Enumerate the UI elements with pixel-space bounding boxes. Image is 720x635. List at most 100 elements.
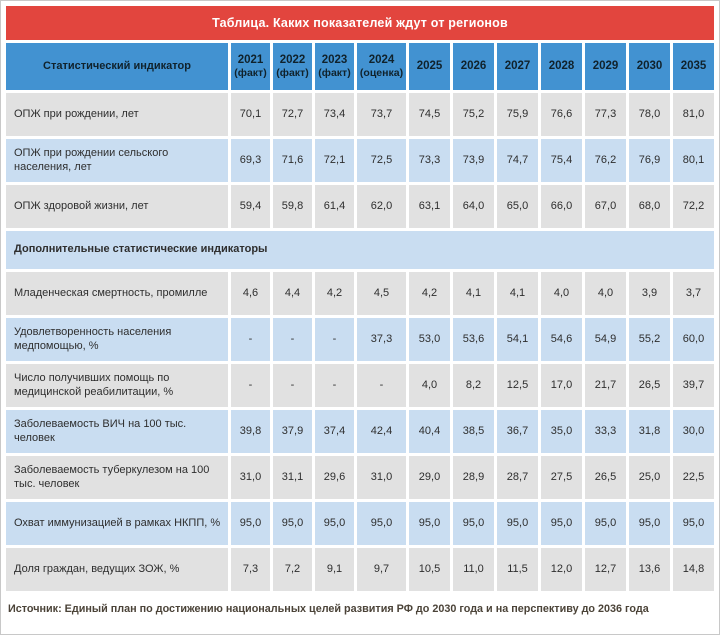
- cell-2028: 12,0: [541, 548, 582, 591]
- table-row: Число получивших помощь по медицинской р…: [6, 364, 714, 407]
- cell-2035: 3,7: [673, 272, 714, 315]
- cell-2028: 35,0: [541, 410, 582, 453]
- cell-2029: 54,9: [585, 318, 626, 361]
- cell-2024: 73,7: [357, 93, 406, 136]
- cell-2024: 9,7: [357, 548, 406, 591]
- cell-2022: 37,9: [273, 410, 312, 453]
- row-label: Заболеваемость туберкулезом на 100 тыс. …: [6, 456, 228, 499]
- cell-2026: 8,2: [453, 364, 494, 407]
- cell-2022: 71,6: [273, 139, 312, 182]
- cell-2035: 30,0: [673, 410, 714, 453]
- column-header-2029: 2029: [585, 43, 626, 90]
- cell-2026: 95,0: [453, 502, 494, 545]
- cell-2027: 4,1: [497, 272, 538, 315]
- cell-2021: 39,8: [231, 410, 270, 453]
- cell-2027: 28,7: [497, 456, 538, 499]
- cell-2028: 95,0: [541, 502, 582, 545]
- cell-2021: 7,3: [231, 548, 270, 591]
- cell-2026: 75,2: [453, 93, 494, 136]
- table-row: ОПЖ при рождении, лет 70,1 72,7 73,4 73,7 74,…: [6, 93, 714, 136]
- cell-2029: 33,3: [585, 410, 626, 453]
- cell-2021: -: [231, 364, 270, 407]
- cell-2024: -: [357, 364, 406, 407]
- cell-2025: 40,4: [409, 410, 450, 453]
- cell-2022: 72,7: [273, 93, 312, 136]
- cell-2021: 59,4: [231, 185, 270, 228]
- cell-2024: 37,3: [357, 318, 406, 361]
- cell-2025: 29,0: [409, 456, 450, 499]
- cell-2023: 61,4: [315, 185, 354, 228]
- cell-2026: 11,0: [453, 548, 494, 591]
- cell-2023: 29,6: [315, 456, 354, 499]
- column-header-2021: 2021 (факт): [231, 43, 270, 90]
- row-label: Младенческая смертность, промилле: [6, 272, 228, 315]
- cell-2021: -: [231, 318, 270, 361]
- column-header-2024: 2024 (оценка): [357, 43, 406, 90]
- column-header-2022: 2022 (факт): [273, 43, 312, 90]
- table-row: ОПЖ здоровой жизни, лет 59,4 59,8 61,4 62,0 6…: [6, 185, 714, 228]
- table-row: Заболеваемость туберкулезом на 100 тыс. …: [6, 456, 714, 499]
- cell-2027: 36,7: [497, 410, 538, 453]
- row-label: Заболеваемость ВИЧ на 100 тыс. человек: [6, 410, 228, 453]
- cell-2035: 60,0: [673, 318, 714, 361]
- cell-2025: 95,0: [409, 502, 450, 545]
- table-row: Охват иммунизацией в рамках НКПП, % 95,0 9…: [6, 502, 714, 545]
- cell-2023: 72,1: [315, 139, 354, 182]
- cell-2024: 42,4: [357, 410, 406, 453]
- cell-2021: 95,0: [231, 502, 270, 545]
- cell-2029: 4,0: [585, 272, 626, 315]
- table-row: Заболеваемость ВИЧ на 100 тыс. человек 39…: [6, 410, 714, 453]
- cell-2030: 13,6: [629, 548, 670, 591]
- cell-2022: -: [273, 318, 312, 361]
- cell-2035: 14,8: [673, 548, 714, 591]
- cell-2022: -: [273, 364, 312, 407]
- cell-2021: 4,6: [231, 272, 270, 315]
- table-row: Младенческая смертность, промилле 4,6 4,4 4…: [6, 272, 714, 315]
- row-label: ОПЖ здоровой жизни, лет: [6, 185, 228, 228]
- cell-2030: 76,9: [629, 139, 670, 182]
- cell-2035: 95,0: [673, 502, 714, 545]
- cell-2028: 54,6: [541, 318, 582, 361]
- cell-2027: 12,5: [497, 364, 538, 407]
- cell-2029: 26,5: [585, 456, 626, 499]
- cell-2027: 54,1: [497, 318, 538, 361]
- cell-2023: 9,1: [315, 548, 354, 591]
- cell-2027: 74,7: [497, 139, 538, 182]
- cell-2023: 4,2: [315, 272, 354, 315]
- cell-2030: 31,8: [629, 410, 670, 453]
- cell-2024: 31,0: [357, 456, 406, 499]
- row-label: Доля граждан, ведущих ЗОЖ, %: [6, 548, 228, 591]
- cell-2021: 31,0: [231, 456, 270, 499]
- table-title: Таблица. Каких показателей ждут от регио…: [212, 16, 508, 30]
- cell-2029: 67,0: [585, 185, 626, 228]
- column-header-indicator: Статистический индикатор: [6, 43, 228, 90]
- cell-2028: 4,0: [541, 272, 582, 315]
- cell-2026: 64,0: [453, 185, 494, 228]
- table-row: ОПЖ при рождении сельского населения, ле…: [6, 139, 714, 182]
- cell-2025: 53,0: [409, 318, 450, 361]
- cell-2021: 69,3: [231, 139, 270, 182]
- cell-2025: 10,5: [409, 548, 450, 591]
- cell-2030: 78,0: [629, 93, 670, 136]
- cell-2028: 17,0: [541, 364, 582, 407]
- cell-2023: 95,0: [315, 502, 354, 545]
- cell-2029: 12,7: [585, 548, 626, 591]
- row-label: ОПЖ при рождении, лет: [6, 93, 228, 136]
- cell-2028: 76,6: [541, 93, 582, 136]
- cell-2023: 73,4: [315, 93, 354, 136]
- row-label: Охват иммунизацией в рамках НКПП, %: [6, 502, 228, 545]
- cell-2030: 25,0: [629, 456, 670, 499]
- cell-2035: 80,1: [673, 139, 714, 182]
- column-header-2028: 2028: [541, 43, 582, 90]
- cell-2029: 21,7: [585, 364, 626, 407]
- cell-2028: 27,5: [541, 456, 582, 499]
- cell-2025: 63,1: [409, 185, 450, 228]
- cell-2024: 95,0: [357, 502, 406, 545]
- table-row: Удовлетворенность населения медпомощью, …: [6, 318, 714, 361]
- cell-2030: 95,0: [629, 502, 670, 545]
- cell-2030: 26,5: [629, 364, 670, 407]
- cell-2023: -: [315, 364, 354, 407]
- cell-2027: 95,0: [497, 502, 538, 545]
- cell-2023: 37,4: [315, 410, 354, 453]
